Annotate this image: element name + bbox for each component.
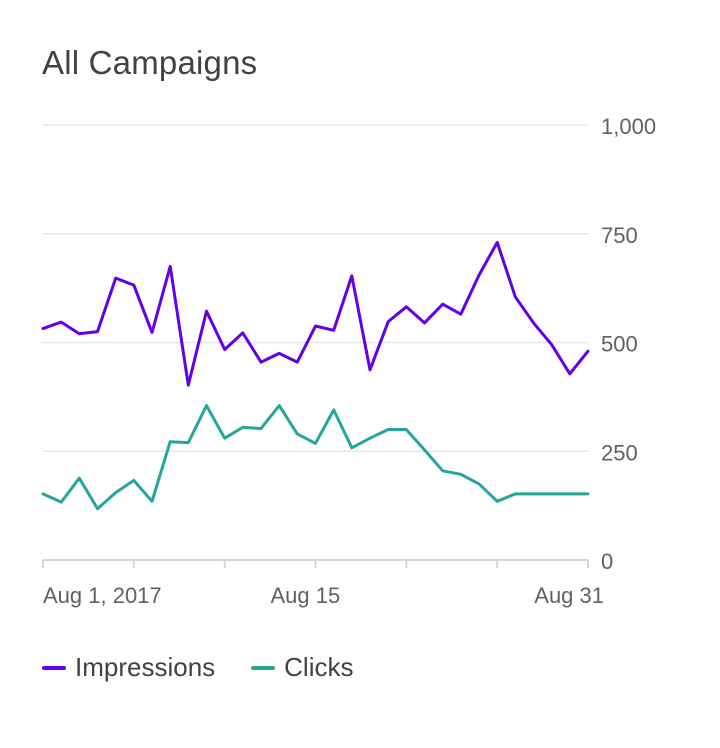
series-line-clicks[interactable]	[41, 404, 590, 511]
grid-layer	[42, 124, 589, 568]
legend-label-clicks: Clicks	[284, 652, 354, 682]
chart-title: All Campaigns	[42, 44, 258, 81]
legend: Impressions Clicks	[42, 652, 390, 683]
legend-item-clicks[interactable]: Clicks	[251, 652, 354, 683]
y-tick-label: 250	[601, 440, 638, 465]
legend-label-impressions: Impressions	[75, 652, 216, 682]
x-tick-label: Aug 15	[270, 583, 340, 608]
label-layer: 0 250 500 750 1,000 Aug 1, 2017 Aug 15 Aug 31	[43, 114, 656, 608]
y-tick-label: 500	[601, 332, 638, 357]
y-tick-label: 0	[601, 549, 613, 574]
legend-item-impressions[interactable]: Impressions	[42, 652, 215, 683]
x-tick-label: Aug 1, 2017	[43, 583, 162, 608]
series-layer	[41, 240, 590, 511]
series-line-impressions[interactable]	[41, 240, 590, 387]
clicks-swatch-icon	[251, 665, 276, 670]
y-tick-label: 750	[601, 223, 638, 248]
impressions-swatch-icon	[42, 665, 66, 670]
x-tick-label: Aug 31	[534, 583, 604, 608]
line-chart: 0 250 500 750 1,000 Aug 1, 2017 Aug 15 Aug 31	[41, 114, 656, 608]
y-tick-label: 1,000	[601, 114, 656, 139]
